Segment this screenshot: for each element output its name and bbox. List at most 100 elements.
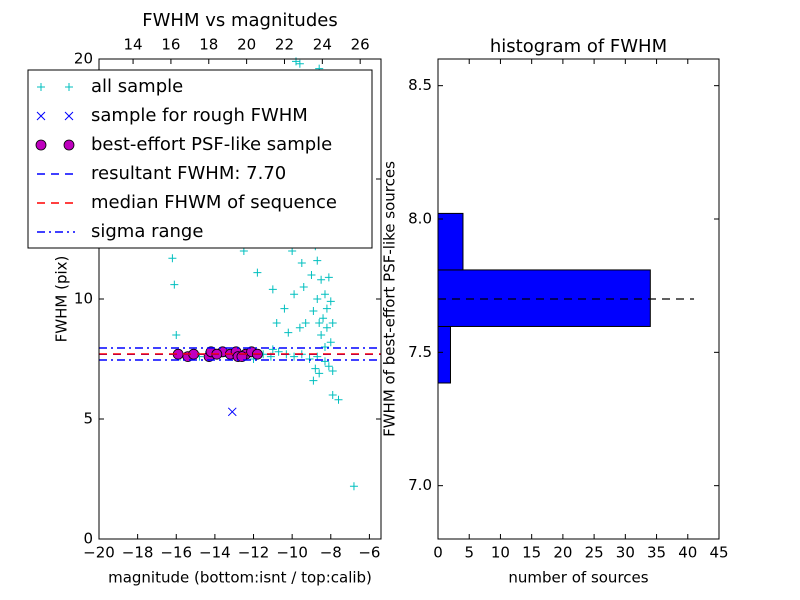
y-tick-label: 20 (74, 50, 93, 68)
x-tick-label: −6 (358, 544, 380, 562)
chart-title: FWHM vs magnitudes (142, 10, 337, 31)
plus-marker (317, 331, 326, 339)
y-tick-label: 7.5 (408, 343, 432, 361)
chart-title: histogram of FWHM (490, 36, 667, 57)
x-tick-label: 10 (491, 544, 510, 562)
x-tick-label: −18 (122, 544, 154, 562)
plus-marker (297, 259, 306, 267)
plus-marker (322, 323, 331, 332)
plus-marker (268, 285, 277, 294)
plus-marker (320, 343, 329, 351)
plus-marker (37, 83, 45, 91)
hist-bar (437, 269, 651, 327)
x-tick-label: 40 (678, 544, 697, 562)
x-tick-label: 0 (433, 544, 443, 562)
x2-tick-label: 20 (237, 36, 256, 54)
x-tick-label: 45 (709, 544, 728, 562)
plus-marker (170, 280, 179, 289)
x-tick-label: −12 (238, 544, 270, 562)
plus-marker (172, 331, 181, 339)
legend-label: best-effort PSF-like sample (91, 134, 332, 155)
x-tick-label: 20 (553, 544, 572, 562)
circle-marker (63, 139, 75, 151)
plus-marker (268, 345, 277, 354)
plus-marker (295, 59, 304, 68)
x-marker (64, 111, 74, 121)
y-axis-label: FWHM (pix) (53, 256, 71, 343)
x-tick-label: 25 (585, 544, 604, 562)
y-tick-label: 0 (83, 530, 93, 548)
x-tick-label: −10 (276, 544, 308, 562)
plus-marker (320, 357, 329, 366)
plus-marker (290, 352, 299, 361)
x-marker (36, 111, 46, 121)
plus-marker (328, 319, 337, 327)
plus-marker (315, 369, 324, 378)
legend-label: all sample (91, 76, 183, 97)
legend-label: median FHWM of sequence (91, 192, 337, 213)
plus-marker (311, 364, 320, 373)
y-tick-label: 8.5 (408, 76, 432, 94)
plus-marker (290, 290, 299, 299)
plus-marker (299, 283, 308, 291)
x-tick-label: 30 (616, 544, 635, 562)
legend-label: sigma range (91, 221, 203, 242)
hist-bar (437, 212, 464, 271)
plus-marker (315, 319, 324, 327)
plus-marker (328, 367, 337, 375)
circle-marker (35, 139, 47, 151)
plus-marker (324, 362, 333, 371)
x2-tick-label: 22 (275, 36, 294, 54)
plus-marker (309, 307, 318, 315)
axes-frame (98, 58, 382, 540)
x-marker (227, 407, 237, 417)
x2-tick-label: 18 (199, 36, 218, 54)
plus-marker (326, 338, 335, 347)
plus-marker (313, 295, 322, 303)
plus-marker (168, 254, 177, 263)
y-tick-label: 10 (74, 290, 93, 308)
legend-label: resultant FWHM: 7.70 (91, 163, 286, 184)
plus-marker (320, 290, 329, 299)
x-tick-label: −14 (199, 544, 231, 562)
y-tick-label: 5 (83, 410, 93, 428)
x-tick-label: 5 (464, 544, 474, 562)
plus-marker (328, 391, 337, 399)
plus-marker (305, 355, 314, 363)
plus-marker (274, 347, 283, 356)
plus-marker (272, 319, 281, 327)
plus-marker (295, 323, 304, 332)
hist-bar (437, 325, 451, 384)
plus-marker (65, 83, 73, 91)
x-tick-label: 15 (522, 544, 541, 562)
x2-tick-label: 16 (161, 36, 180, 54)
x-tick-label: −16 (160, 544, 192, 562)
legend-label: sample for rough FWHM (91, 105, 308, 126)
x-axis-label: magnitude (bottom:isnt / top:calib) (108, 569, 372, 587)
y-axis-label: FWHM of best-effort PSF-like sources (381, 161, 399, 437)
plus-marker (317, 275, 326, 284)
plus-marker (313, 256, 322, 265)
x2-tick-label: 14 (124, 36, 143, 54)
plus-marker (326, 297, 335, 306)
plus-marker (280, 304, 289, 313)
y-tick-label: 8.0 (408, 210, 432, 228)
x2-tick-label: 24 (313, 36, 332, 54)
x-axis-label: number of sources (508, 569, 648, 587)
x-tick-label: −20 (83, 544, 115, 562)
x-tick-label: −8 (320, 544, 342, 562)
plus-marker (334, 395, 343, 404)
x-tick-label: 35 (647, 544, 666, 562)
plus-marker (253, 268, 262, 277)
plus-marker (349, 482, 358, 491)
plus-marker (322, 304, 331, 313)
plus-marker (307, 271, 316, 279)
x2-tick-label: 26 (351, 36, 370, 54)
plus-marker (284, 328, 293, 337)
plus-marker (319, 314, 328, 323)
legend: all sample sample for rough FWHM best-effo… (27, 69, 373, 249)
plus-marker (301, 319, 310, 327)
axes-frame (437, 58, 720, 540)
y-tick-label: 7.0 (408, 476, 432, 494)
